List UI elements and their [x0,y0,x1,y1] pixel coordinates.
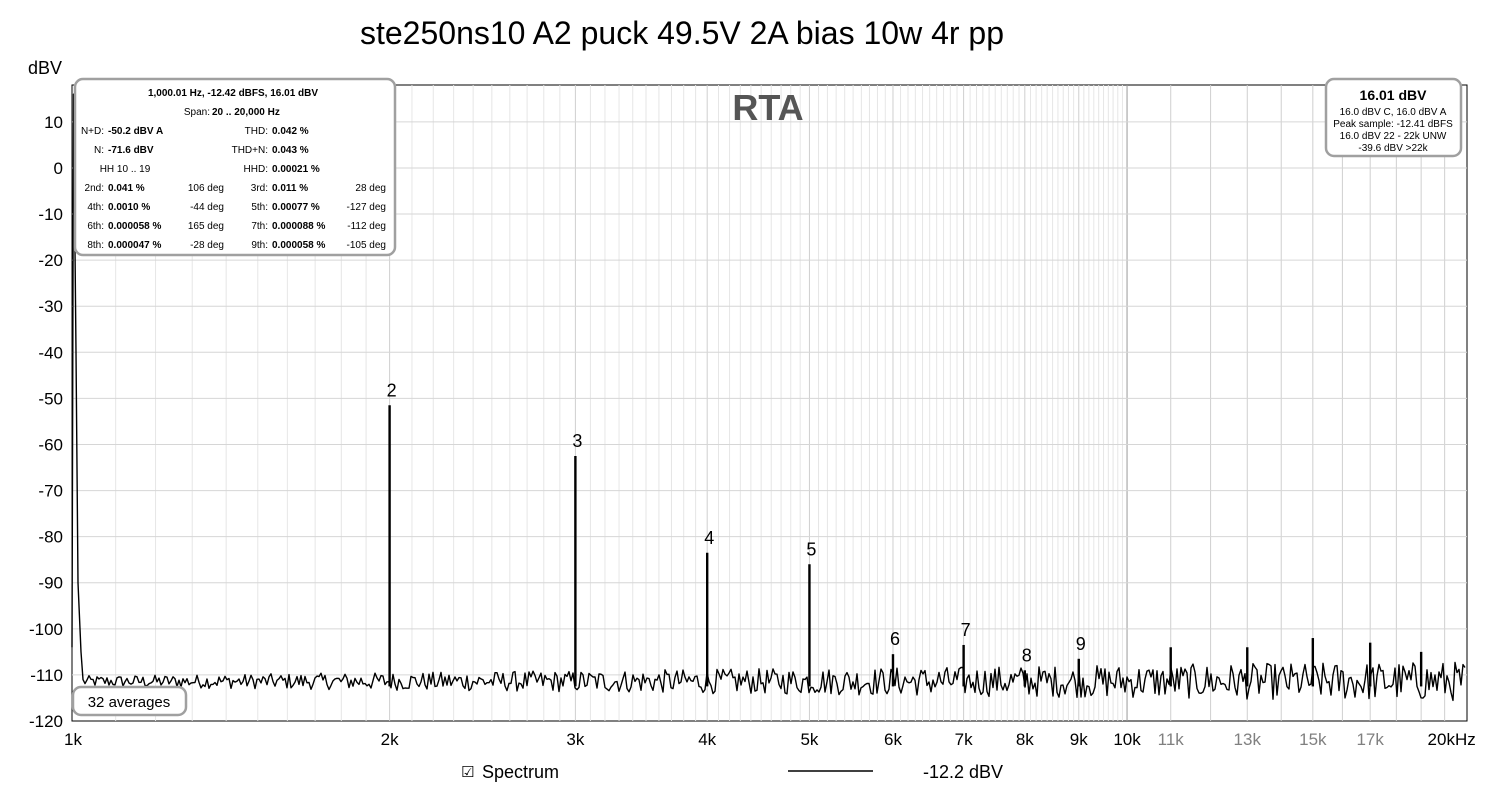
harmonic-label: 5 [806,539,816,559]
info-text: 2nd: [85,183,104,194]
y-tick-label: -100 [29,620,63,639]
info-text: -105 deg [347,240,386,251]
harmonic-label: 7 [961,620,971,640]
y-tick-label: -80 [38,528,63,547]
spectrum-series [71,93,1466,702]
info-text: -127 deg [347,202,386,213]
y-tick-label: -110 [30,666,63,685]
y-tick-label: -120 [29,712,63,731]
info-text: -44 deg [190,202,224,213]
info-fundamental-line: 1,000.01 Hz, -12.42 dBFS, 16.01 dBV [148,88,318,99]
x-tick-label-minor: 15k [1299,730,1327,749]
legend: ☑ Spectrum -12.2 dBV [461,762,1003,782]
harmonic-label: 2 [387,380,397,400]
info-text: 4th: [87,202,104,213]
spectrum-checkbox[interactable]: ☑ [461,763,474,781]
x-tick-label: 9k [1070,730,1088,749]
level-line-1: 16.0 dBV C, 16.0 dBV A [1340,107,1447,118]
x-tick-label-minor: 17k [1356,730,1384,749]
harmonic-peaks [388,405,1423,687]
x-tick-label: 7k [955,730,973,749]
y-tick-label: -70 [38,482,63,501]
info-span-label: Span: [184,107,210,118]
info-text: HH 10 .. 19 [100,164,151,175]
harmonic-label: 8 [1022,645,1032,665]
info-text: 0.042 % [272,126,309,137]
info-text: 5th: [251,202,268,213]
legend-series-label: Spectrum [482,762,559,782]
info-text: 7th: [251,221,268,232]
info-text: -50.2 dBV A [108,126,163,137]
level-main-value: 16.01 dBV [1360,87,1428,103]
harmonic-label: 4 [704,528,714,548]
y-tick-label: -90 [38,574,63,593]
info-text: 28 deg [355,183,386,194]
legend-value: -12.2 dBV [923,762,1003,782]
info-text: 6th: [87,221,104,232]
y-tick-label: -50 [38,389,63,408]
x-tick-label: 1k [64,730,82,749]
info-text: 0.000047 % [108,240,161,251]
rta-watermark: RTA [732,87,803,128]
info-text: 0.00021 % [272,164,320,175]
y-tick-label: -20 [38,251,63,270]
harmonic-label: 3 [572,431,582,451]
info-text: 0.000058 % [272,240,325,251]
x-tick-label: 5k [800,730,818,749]
x-tick-label: 4k [698,730,716,749]
level-line-2: Peak sample: -12.41 dBFS [1333,119,1453,130]
y-axis-unit-label: dBV [28,58,62,78]
y-tick-label: -30 [38,297,63,316]
level-line-4: -39.6 dBV >22k [1358,143,1428,154]
averages-box: 32 averages [71,685,188,717]
x-tick-labels: 1k 2k 3k 4k 5k 6k 7k 8k 9k 10k 20kHz 11k 13k 15k 17k [64,730,1476,749]
x-tick-label: 20kHz [1428,730,1476,749]
info-text: THD: [245,126,268,137]
harmonic-label: 6 [890,629,900,649]
spectrum-trace-line [71,93,1466,702]
y-tick-label: -60 [38,435,63,454]
info-text: 106 deg [188,183,224,194]
x-tick-label: 10k [1113,730,1141,749]
info-text: HHD: [244,164,268,175]
distortion-info-box: 1,000.01 Hz, -12.42 dBFS, 16.01 dBV Span… [73,77,397,257]
level-line-3: 16.0 dBV 22 - 22k UNW [1340,131,1447,142]
info-text: 0.0010 % [108,202,150,213]
averages-text: 32 averages [88,694,171,711]
info-text: N: [94,145,104,156]
y-tick-label: 10 [44,113,63,132]
info-text: -71.6 dBV [108,145,154,156]
x-tick-label: 2k [381,730,399,749]
harmonic-label: 9 [1076,634,1086,654]
y-tick-label: -10 [38,205,63,224]
info-text: 0.000088 % [272,221,325,232]
info-text: 9th: [251,240,268,251]
info-text: 165 deg [188,221,224,232]
x-tick-label: 6k [884,730,902,749]
info-text: 0.000058 % [108,221,161,232]
info-text: 0.011 % [272,183,308,194]
info-text: -28 deg [190,240,224,251]
level-info-box: 16.01 dBV 16.0 dBV C, 16.0 dBV A Peak sa… [1324,77,1463,158]
y-tick-labels: 10 0 -10 -20 -30 -40 -50 -60 -70 -80 -90 -100 -110 -1… [29,113,63,731]
harmonic-labels: 2 3 4 5 6 7 8 9 [387,380,1086,665]
info-span-value: 20 .. 20,000 Hz [212,107,280,118]
x-tick-label: 3k [566,730,584,749]
info-text: 0.00077 % [272,202,320,213]
info-text: 0.043 % [272,145,309,156]
info-text: 0.041 % [108,183,145,194]
y-tick-label: 0 [54,159,63,178]
y-tick-label: -40 [38,343,63,362]
info-text: THD+N: [232,145,268,156]
info-text: N+D: [81,126,104,137]
info-text: 8th: [87,240,104,251]
x-tick-label-minor: 13k [1234,730,1262,749]
x-tick-label: 8k [1016,730,1034,749]
info-text: 3rd: [251,183,268,194]
info-text: -112 deg [347,221,386,232]
chart-title: ste250ns10 A2 puck 49.5V 2A bias 10w 4r … [360,15,1004,51]
x-tick-label-minor: 11k [1158,730,1185,749]
